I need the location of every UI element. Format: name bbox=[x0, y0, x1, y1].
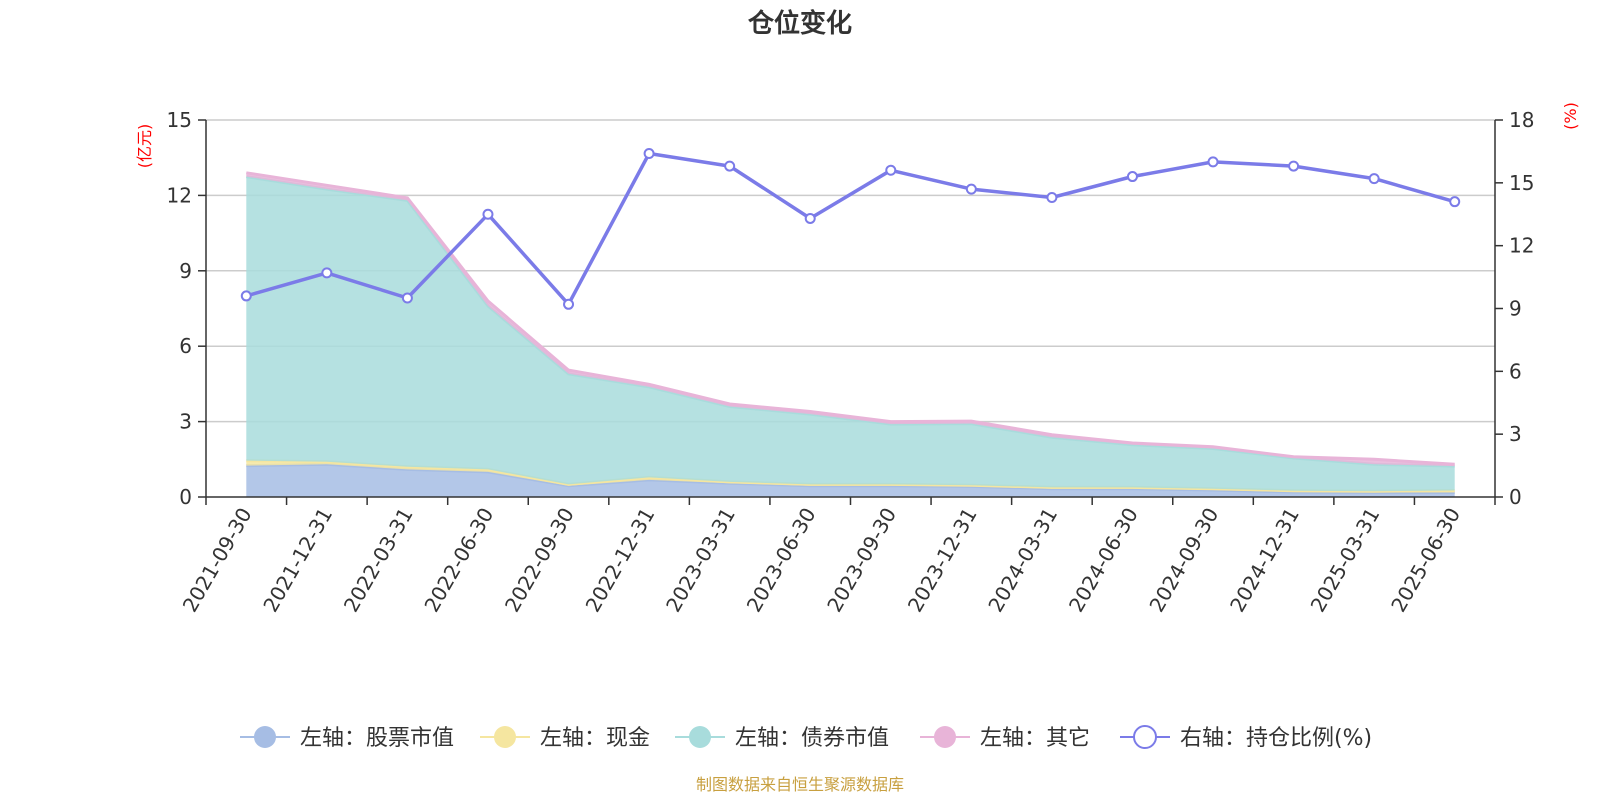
right-axis-tick-label: 15 bbox=[1509, 171, 1534, 195]
legend-marker bbox=[254, 726, 276, 748]
stacked-areas bbox=[246, 171, 1455, 497]
data-source-note: 制图数据来自恒生聚源数据库 bbox=[696, 775, 904, 794]
legend-label: 左轴：债券市值 bbox=[735, 726, 889, 751]
left-axis-unit: (亿元) bbox=[135, 124, 154, 169]
ratio-point bbox=[1368, 173, 1380, 185]
area-左轴：债券市值 bbox=[246, 176, 1455, 492]
legend-marker bbox=[1133, 725, 1157, 749]
x-axis-tick-label: 2023-09-30 bbox=[822, 504, 901, 617]
x-axis-tick-label: 2022-12-31 bbox=[581, 504, 660, 617]
ratio-point bbox=[1449, 196, 1461, 208]
ratio-point bbox=[1207, 156, 1219, 168]
ratio-point bbox=[240, 290, 252, 302]
right-axis-tick-label: 0 bbox=[1509, 485, 1522, 509]
right-axis-tick-label: 6 bbox=[1509, 359, 1522, 383]
legend: 左轴：股票市值 左轴：现金 左轴：债券市值 左轴：其它 右轴：持仓比例(%) bbox=[240, 725, 1372, 751]
right-axis-tick-label: 12 bbox=[1509, 234, 1534, 258]
ratio-point bbox=[1126, 171, 1138, 183]
x-axis-tick-label: 2023-06-30 bbox=[742, 504, 821, 617]
left-axis-tick-label: 15 bbox=[167, 108, 192, 132]
x-axis-tick-label: 2022-06-30 bbox=[419, 504, 498, 617]
right-axis-unit: (%) bbox=[1561, 102, 1580, 130]
legend-marker bbox=[494, 726, 516, 748]
legend-label: 左轴：现金 bbox=[540, 726, 650, 751]
ratio-point bbox=[885, 164, 897, 176]
left-axis-tick-label: 6 bbox=[179, 334, 192, 358]
ratio-point bbox=[804, 212, 816, 224]
x-axis-tick-label: 2024-12-31 bbox=[1225, 504, 1304, 617]
x-axis-tick-label: 2023-12-31 bbox=[903, 504, 982, 617]
left-axis-tick-label: 9 bbox=[179, 259, 192, 283]
x-axis-tick-label: 2023-03-31 bbox=[661, 504, 740, 617]
legend-marker bbox=[689, 726, 711, 748]
ratio-point bbox=[1046, 191, 1058, 203]
x-axis-tick-label: 2021-12-31 bbox=[258, 504, 337, 617]
ratio-line-path bbox=[245, 151, 1456, 307]
right-axis-tick-label: 3 bbox=[1509, 422, 1522, 446]
x-axis-tick-label: 2024-06-30 bbox=[1064, 504, 1143, 617]
legend-marker bbox=[934, 726, 956, 748]
ratio-point bbox=[321, 267, 333, 279]
ratio-point bbox=[965, 183, 977, 195]
x-axis-tick-label: 2021-09-30 bbox=[178, 504, 257, 617]
area-左轴：股票市值 bbox=[246, 464, 1455, 497]
ratio-point bbox=[643, 148, 655, 160]
legend-label: 左轴：股票市值 bbox=[300, 726, 454, 751]
left-axis-tick-label: 0 bbox=[179, 485, 192, 509]
left-axis-tick-label: 12 bbox=[167, 183, 192, 207]
x-axis-tick-label: 2024-09-30 bbox=[1144, 504, 1223, 617]
ratio-point bbox=[482, 208, 494, 220]
x-axis-tick-label: 2022-09-30 bbox=[500, 504, 579, 617]
right-axis-tick-label: 18 bbox=[1509, 108, 1534, 132]
legend-label: 左轴：其它 bbox=[980, 726, 1090, 751]
ratio-point bbox=[401, 292, 413, 304]
ratio-point bbox=[563, 298, 575, 310]
legend-label: 右轴：持仓比例(%) bbox=[1180, 726, 1372, 751]
x-axis-tick-label: 2025-03-31 bbox=[1306, 504, 1385, 617]
left-axis-tick-label: 3 bbox=[179, 410, 192, 434]
x-axis-tick-label: 2025-06-30 bbox=[1386, 504, 1465, 617]
x-axis-tick-label: 2022-03-31 bbox=[339, 504, 418, 617]
ratio-point bbox=[724, 160, 736, 172]
area-edge-左轴：其它 bbox=[246, 171, 1455, 466]
x-axis-tick-label: 2024-03-31 bbox=[983, 504, 1062, 617]
chart-title: 仓位变化 bbox=[747, 8, 852, 39]
ratio-point bbox=[1288, 160, 1300, 172]
ratio-line bbox=[240, 148, 1461, 310]
right-axis-tick-label: 9 bbox=[1509, 297, 1522, 321]
